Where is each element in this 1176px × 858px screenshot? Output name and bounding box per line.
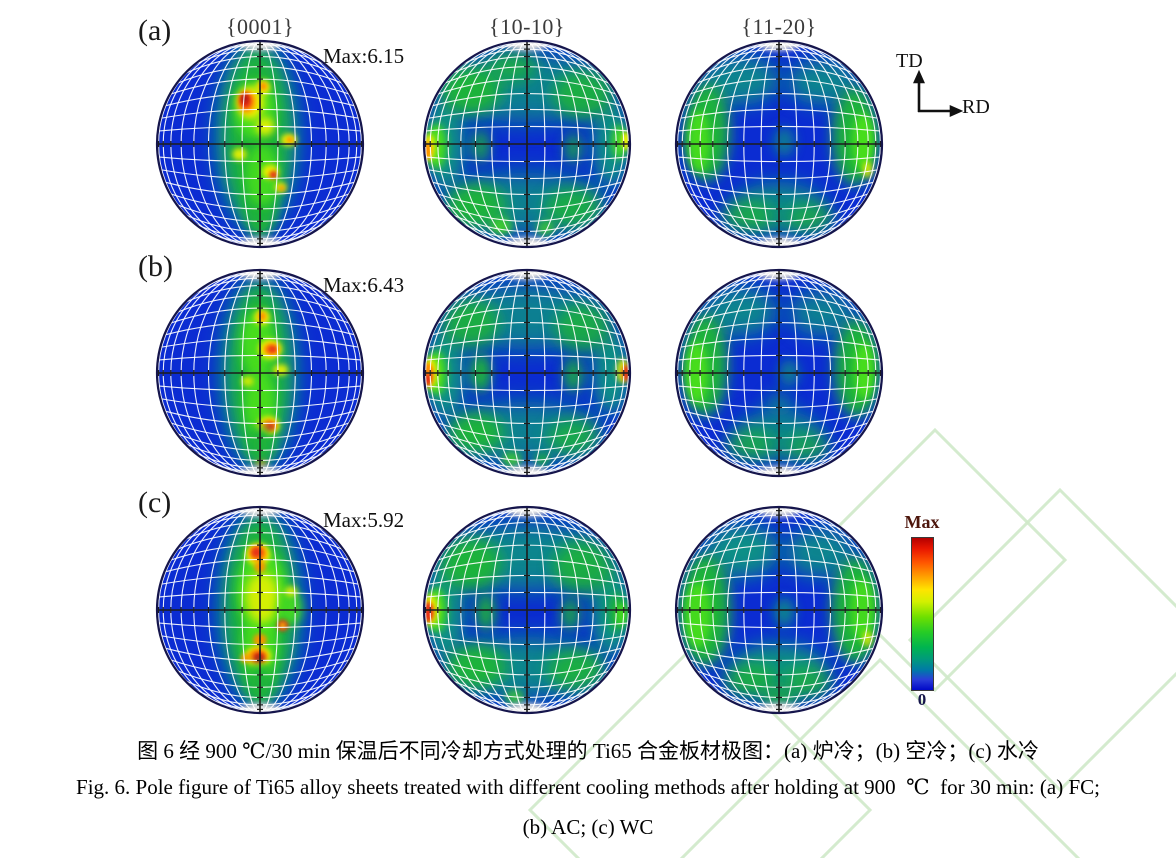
intensity-colorbar xyxy=(911,537,934,691)
rd-axis-label: RD xyxy=(962,96,990,118)
max-label-c: Max:5.92 xyxy=(323,508,405,532)
td-rd-axes-icon xyxy=(912,70,964,118)
max-label-a: Max:6.15 xyxy=(323,44,405,68)
caption-english-line1: Fig. 6. Pole figure of Ti65 alloy sheets… xyxy=(76,775,1100,799)
td-axis-label: TD xyxy=(896,50,923,72)
pole-figure-a-10-10 xyxy=(422,39,632,249)
caption-chinese: 图 6 经 900 ℃/30 min 保温后不同冷却方式处理的 Ti65 合金板… xyxy=(137,739,1039,763)
pole-figure-c-11-20 xyxy=(674,505,884,715)
pole-figure-c-0001 xyxy=(155,505,365,715)
max-label-b: Max:6.43 xyxy=(323,273,405,297)
pole-figure-b-11-20 xyxy=(674,268,884,478)
colorbar-max-label: Max xyxy=(904,512,940,532)
row-label-a: (a) xyxy=(138,14,172,47)
pole-figure-b-0001 xyxy=(155,268,365,478)
row-label-b: (b) xyxy=(138,250,173,283)
caption-english-line2: (b) AC; (c) WC xyxy=(522,815,654,839)
column-title-0001: {0001} xyxy=(225,14,295,39)
pole-figure-a-0001 xyxy=(155,39,365,249)
column-title-10-10: {10-10} xyxy=(489,14,565,39)
pole-figure-c-10-10 xyxy=(422,505,632,715)
colorbar-zero-label: 0 xyxy=(917,690,927,709)
row-label-c: (c) xyxy=(138,486,172,519)
pole-figure-a-11-20 xyxy=(674,39,884,249)
pole-figure-b-10-10 xyxy=(422,268,632,478)
column-title-11-20: {11-20} xyxy=(741,14,817,39)
